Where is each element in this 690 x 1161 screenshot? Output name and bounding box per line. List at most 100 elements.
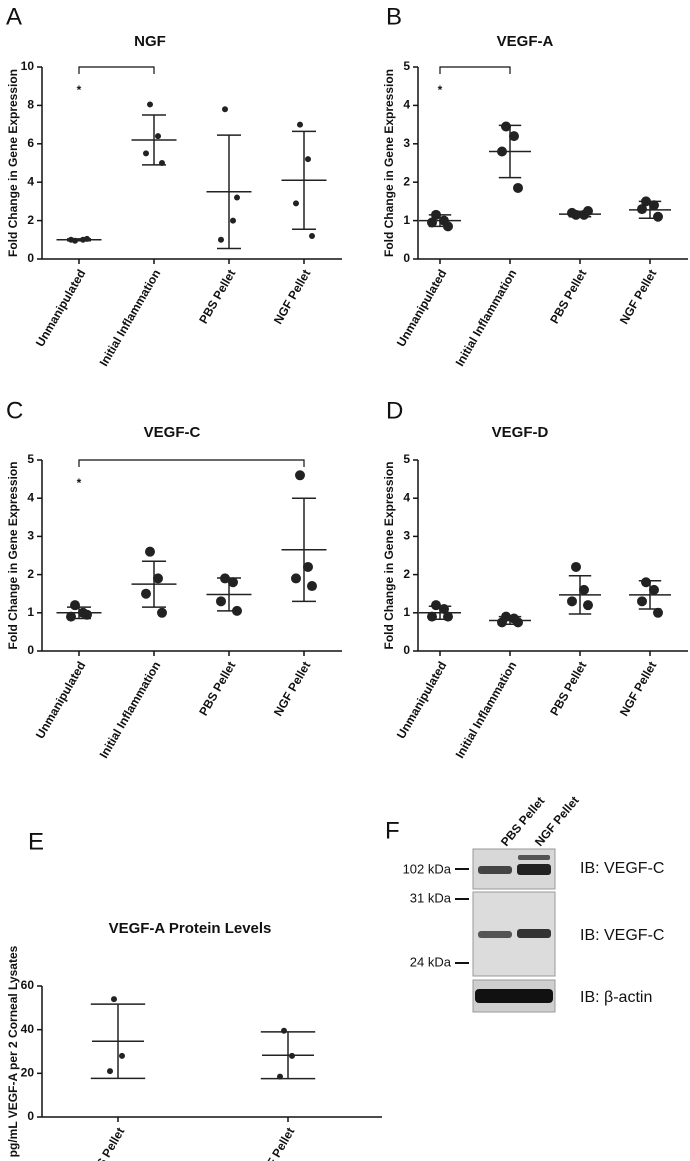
data-point (157, 607, 167, 618)
y-tick-label: 2 (403, 174, 410, 188)
antibody-label: IB: VEGF-C (580, 927, 664, 944)
panel-letter: E (28, 828, 44, 855)
data-point (501, 121, 511, 132)
y-axis-label: pg/mL VEGF-A per 2 Corneal Lysates (6, 945, 20, 1157)
panel-letter: C (6, 397, 23, 424)
y-tick-label: 0 (27, 643, 34, 657)
data-point (653, 211, 663, 222)
data-point (153, 573, 163, 584)
y-tick-label: 20 (21, 1066, 35, 1080)
band (478, 866, 512, 874)
data-point (141, 588, 151, 599)
data-point (567, 596, 577, 607)
y-tick-label: 0 (27, 1109, 34, 1123)
data-point (497, 617, 507, 628)
data-point (147, 101, 153, 108)
y-tick-label: 2 (27, 567, 34, 581)
chart-title: NGF (134, 33, 166, 50)
y-tick-label: 60 (21, 978, 35, 992)
y-tick-label: 5 (403, 452, 410, 466)
y-tick-label: 0 (403, 251, 410, 265)
band (518, 855, 550, 860)
antibody-label: IB: VEGF-C (580, 860, 664, 877)
data-point (567, 207, 577, 218)
significance-bracket (78, 459, 305, 467)
y-tick-label: 8 (27, 98, 34, 112)
data-point (513, 617, 523, 628)
significance-bracket (78, 66, 155, 74)
data-point (295, 470, 305, 481)
data-point (649, 584, 659, 595)
data-point (218, 236, 224, 243)
marker-label: 102 kDa (403, 861, 452, 876)
data-point (230, 217, 236, 224)
y-tick-label: 3 (27, 529, 34, 543)
band (517, 929, 551, 938)
y-tick-label: 1 (27, 605, 34, 619)
data-point (571, 561, 581, 572)
y-tick-label: 3 (403, 529, 410, 543)
data-point (291, 573, 301, 584)
data-point (293, 200, 299, 207)
data-point (303, 561, 313, 572)
data-point (309, 232, 315, 239)
chart-title: VEGF-D (492, 424, 549, 441)
data-point (297, 121, 303, 128)
data-point (228, 577, 238, 588)
panel-letter: F (385, 817, 400, 844)
data-point (111, 996, 117, 1003)
data-point (305, 156, 311, 163)
data-point (653, 607, 663, 618)
data-point (641, 577, 651, 588)
data-point (234, 194, 240, 201)
data-point (216, 596, 226, 607)
y-tick-label: 4 (403, 490, 410, 504)
y-tick-label: 4 (403, 98, 410, 112)
data-point (509, 131, 519, 142)
band (478, 931, 512, 938)
y-tick-label: 0 (27, 251, 34, 265)
panel-letter: D (386, 397, 403, 424)
y-tick-label: 40 (21, 1022, 35, 1036)
data-point (431, 600, 441, 611)
marker-label: 24 kDa (410, 954, 452, 969)
y-tick-label: 2 (403, 567, 410, 581)
data-point (513, 182, 523, 193)
y-tick-label: 1 (403, 213, 410, 227)
panel-letter: B (386, 3, 402, 30)
y-tick-label: 1 (403, 605, 410, 619)
chart-title: VEGF-C (144, 424, 201, 441)
data-point (145, 546, 155, 557)
significance-label: * (77, 476, 82, 490)
data-point (579, 584, 589, 595)
data-point (281, 1027, 287, 1034)
y-tick-label: 5 (27, 452, 34, 466)
band (475, 989, 553, 1003)
significance-bracket (439, 66, 511, 74)
data-point (107, 1068, 113, 1075)
data-point (307, 581, 317, 592)
y-tick-label: 3 (403, 136, 410, 150)
data-point (649, 200, 659, 211)
data-point (143, 150, 149, 157)
data-point (637, 204, 647, 215)
y-axis-label: Fold Change in Gene Expression (382, 461, 396, 649)
y-tick-label: 4 (27, 174, 34, 188)
y-tick-label: 6 (27, 136, 34, 150)
data-point (119, 1052, 125, 1059)
significance-label: * (438, 83, 443, 97)
antibody-label: IB: β-actin (580, 989, 652, 1006)
panel-letter: A (6, 3, 22, 30)
data-point (155, 133, 161, 140)
y-axis-label: Fold Change in Gene Expression (382, 69, 396, 257)
significance-label: * (77, 83, 82, 97)
y-tick-label: 0 (403, 643, 410, 657)
y-axis-label: Fold Change in Gene Expression (6, 461, 20, 649)
marker-label: 31 kDa (410, 890, 452, 905)
data-point (583, 600, 593, 611)
y-tick-label: 5 (403, 59, 410, 73)
data-point (222, 106, 228, 113)
y-tick-label: 2 (27, 213, 34, 227)
